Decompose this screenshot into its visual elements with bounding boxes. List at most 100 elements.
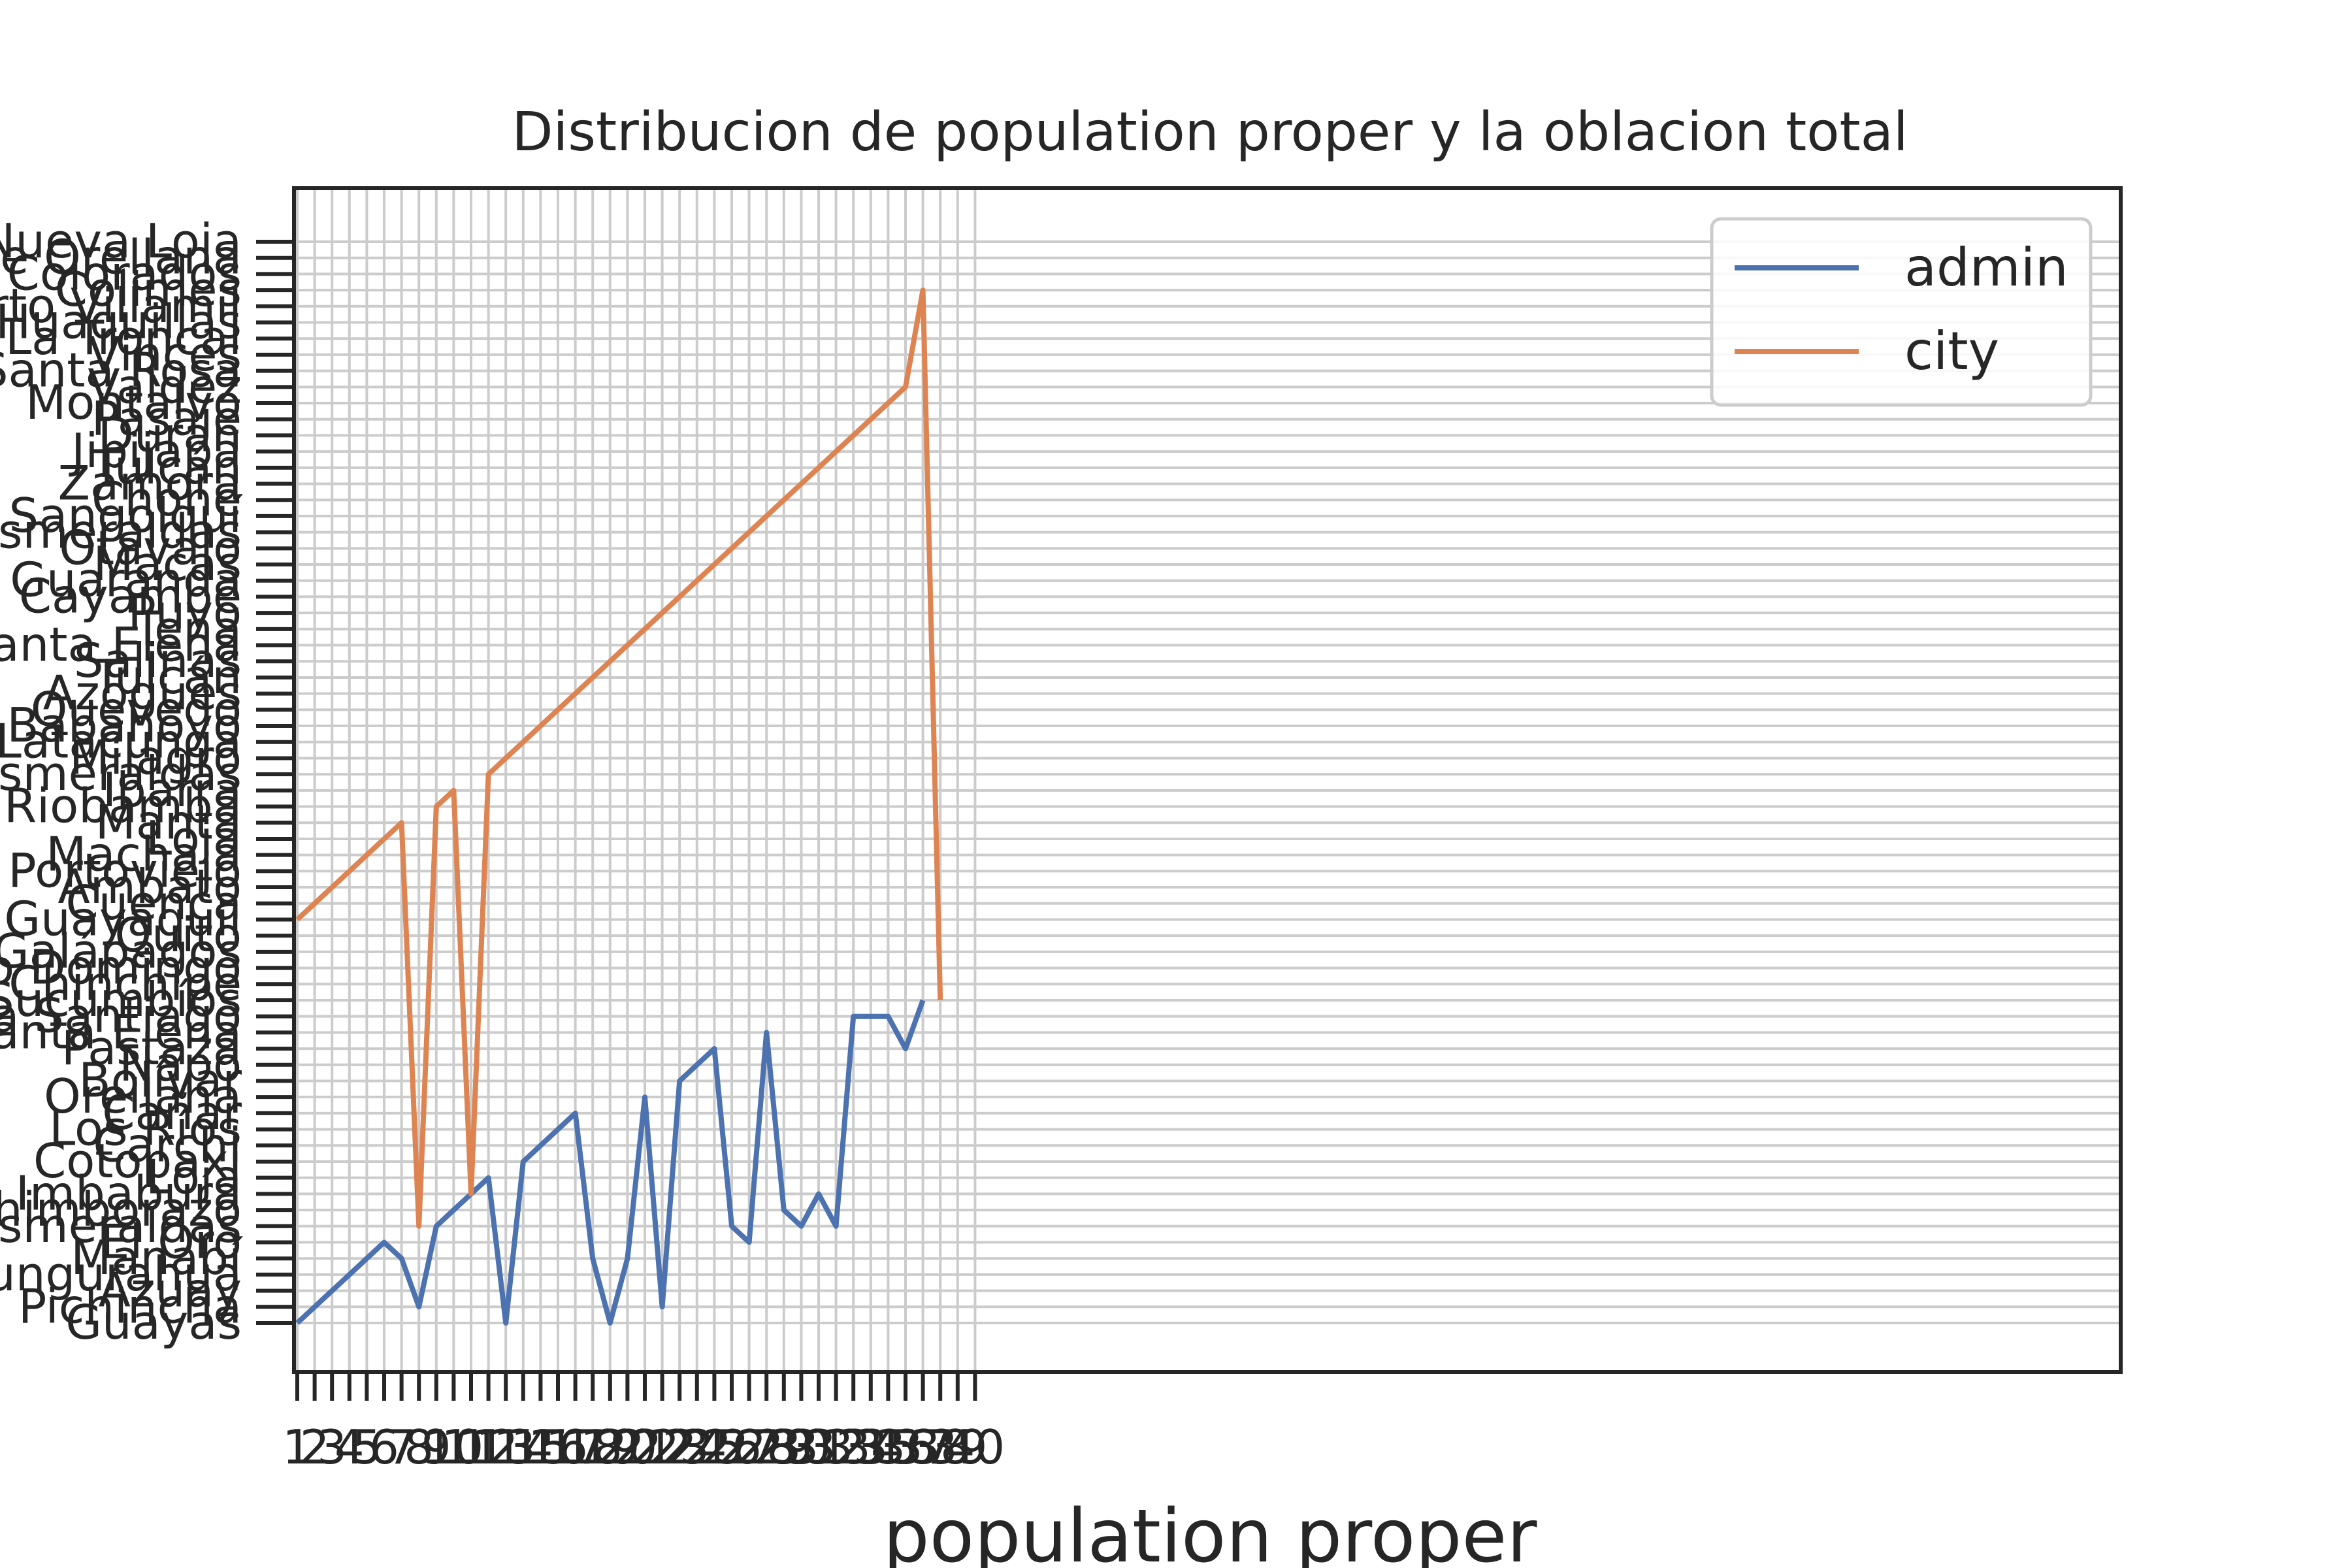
y-tick-label: Los Ríos — [49, 1102, 242, 1156]
x-tick-label: 5 — [351, 1420, 382, 1475]
x-tick-label: 32 — [806, 1420, 866, 1475]
y-tick-label: Loja — [146, 811, 242, 866]
y-tick-label: Quito — [114, 907, 242, 962]
y-tick-label: Bolívar — [78, 1053, 242, 1107]
y-tick-label: Chimborazo — [0, 1182, 242, 1237]
series-line-admin — [295, 999, 926, 1326]
legend: admin city — [1710, 217, 2093, 407]
x-tick-label: 2 — [300, 1420, 330, 1475]
x-tick-label: 16 — [528, 1420, 588, 1475]
y-tick-label: Cotopaxi — [33, 1134, 242, 1188]
x-tick-label: 4 — [335, 1420, 365, 1475]
x-tick-label: 20 — [598, 1420, 658, 1475]
y-tick-label: Montalvo — [25, 375, 242, 430]
y-axis: GuayasPichinchaAzuayTungurahuaManabíEl O… — [0, 214, 294, 1350]
y-tick-label: Esmeraldas — [0, 504, 242, 559]
x-tick-label: 8 — [404, 1420, 434, 1475]
y-tick-label: Santa Rosa — [0, 343, 242, 398]
y-tick-label: Portoviejo — [8, 843, 242, 898]
y-tick-label: Pastaza — [61, 1021, 242, 1075]
y-tick-label: Galápagos — [0, 924, 242, 979]
y-tick-label: Tena — [133, 601, 242, 656]
y-tick-label: Pasaje — [91, 391, 242, 446]
y-tick-label: Machala — [46, 827, 242, 882]
y-tick-label: Colimes — [55, 262, 242, 317]
y-tick-label: Tulcán — [92, 649, 242, 704]
y-tick-label: Ambato — [58, 859, 242, 914]
y-tick-label: Manabí — [71, 1230, 243, 1285]
x-tick-label: 35 — [858, 1420, 919, 1475]
x-tick-label: 3 — [317, 1420, 347, 1475]
x-tick-label: 29 — [754, 1420, 814, 1475]
x-tick-label: 21 — [615, 1420, 675, 1475]
y-tick-label: Azogues — [43, 666, 242, 721]
y-tick-label: Riobamba — [4, 779, 242, 834]
y-tick-label: Zamora — [58, 456, 242, 511]
y-tick-label: Chone — [91, 472, 242, 527]
x-tick-label: 30 — [772, 1420, 832, 1475]
y-tick-label: Esmeraldas — [0, 1198, 242, 1253]
y-tick-label: Zamora Chinchipe — [0, 956, 242, 1011]
x-tick-label: 11 — [441, 1420, 501, 1475]
chart-title: Distribucion de population proper y la o… — [512, 101, 1908, 163]
legend-label-city: city — [1904, 321, 1999, 382]
y-tick-label: Milagro — [69, 730, 242, 785]
x-tick-label: 36 — [875, 1420, 936, 1475]
grid-lines — [294, 188, 2121, 1372]
x-tick-label: 13 — [476, 1420, 536, 1475]
y-tick-label: Tulcán — [92, 440, 242, 495]
y-tick-label: Guayaquil — [4, 891, 242, 946]
x-tick-label: 19 — [580, 1420, 640, 1475]
y-tick-label: Ibarra — [103, 762, 242, 817]
x-tick-label: 23 — [649, 1420, 710, 1475]
y-tick-label: Morona Santiago — [0, 988, 242, 1043]
y-tick-label: Imbabura — [16, 1166, 242, 1220]
y-tick-label: Huaquillas — [0, 295, 242, 350]
y-tick-label: Orellana — [44, 1069, 242, 1124]
x-tick-label: 24 — [667, 1420, 727, 1475]
x-tick-label: 37 — [893, 1420, 953, 1475]
y-tick-label: Napo — [119, 1037, 242, 1092]
y-tick-label: Santa Elena — [0, 1004, 242, 1059]
y-tick-label: Pichincha — [18, 1279, 242, 1333]
y-tick-label: Guayas — [65, 1295, 242, 1350]
y-tick-label: Loja — [146, 1150, 242, 1205]
y-tick-label: El Oro — [100, 1214, 242, 1269]
plot-frame — [292, 186, 2123, 1374]
x-tick-label: 26 — [702, 1420, 762, 1475]
y-tick-label: Puyo — [128, 585, 242, 640]
y-tick-label: Manta — [95, 794, 242, 849]
x-tick-label: 33 — [823, 1420, 883, 1475]
y-tick-label: Durán — [98, 407, 242, 462]
y-tick-label: Francisco de Orellana — [0, 230, 242, 285]
x-tick-label: 18 — [563, 1420, 623, 1475]
x-tick-label: 6 — [369, 1420, 399, 1475]
y-tick-label: Macas — [93, 536, 242, 591]
series-line-city — [295, 287, 943, 1229]
x-tick-label: 14 — [493, 1420, 553, 1475]
x-tick-label: 31 — [789, 1420, 849, 1475]
series-lines — [295, 287, 943, 1326]
x-tick-label: 17 — [546, 1420, 606, 1475]
y-tick-label: Carchi — [93, 1117, 242, 1172]
x-tick-label: 15 — [511, 1420, 571, 1475]
y-tick-label: Sucumbíos — [0, 972, 242, 1027]
x-tick-label: 10 — [424, 1420, 484, 1475]
y-tick-label: Cañar — [102, 1085, 242, 1140]
y-tick-label: Babahoyo — [7, 698, 242, 753]
y-tick-label: La Troncal — [5, 310, 242, 365]
y-tick-label: Sangolquí — [8, 488, 243, 543]
y-tick-label: Nueva Loja — [0, 214, 242, 269]
x-tick-label: 39 — [928, 1420, 988, 1475]
x-tick-label: 38 — [910, 1420, 970, 1475]
x-tick-label: 22 — [632, 1420, 693, 1475]
x-tick-label: 34 — [841, 1420, 901, 1475]
y-tick-label: Esmeraldas — [0, 746, 242, 801]
x-tick-label: 1 — [282, 1420, 312, 1475]
x-axis-label: population proper — [883, 1494, 1538, 1568]
y-tick-label: Santo Domingo de los Colorados — [0, 246, 242, 301]
y-tick-label: Vinces — [88, 327, 242, 382]
y-tick-label: Valdez — [88, 359, 242, 414]
x-tick-label: 28 — [736, 1420, 796, 1475]
